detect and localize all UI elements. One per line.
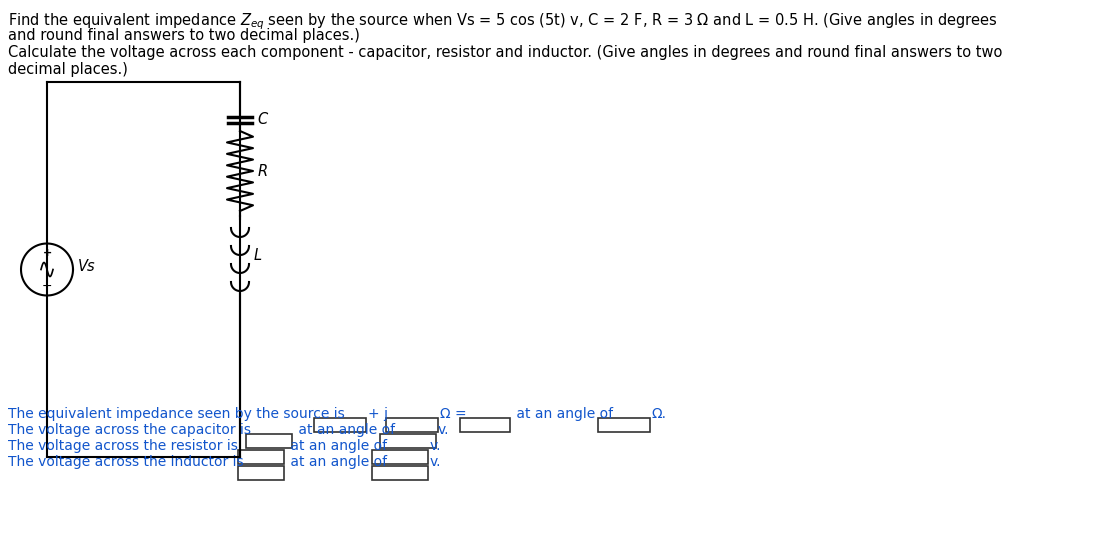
Text: R: R xyxy=(258,164,269,178)
Text: v.: v. xyxy=(438,423,450,437)
Text: decimal places.): decimal places.) xyxy=(8,62,128,77)
Bar xyxy=(314,418,366,432)
Text: L: L xyxy=(254,247,262,263)
Text: Ω =: Ω = xyxy=(440,407,467,421)
Bar xyxy=(372,466,427,480)
Text: Ω.: Ω. xyxy=(652,407,667,421)
Text: v.: v. xyxy=(430,439,442,453)
Text: The voltage across the inductor is: The voltage across the inductor is xyxy=(8,455,248,469)
Bar xyxy=(386,418,438,432)
Bar xyxy=(598,418,650,432)
Text: −: − xyxy=(41,280,53,293)
Text: Find the equivalent impedance $Z_{eq}$ seen by the source when Vs = 5 cos (5t) v: Find the equivalent impedance $Z_{eq}$ s… xyxy=(8,11,998,32)
Bar xyxy=(380,434,436,448)
Text: and round final answers to two decimal places.): and round final answers to two decimal p… xyxy=(8,28,360,43)
Text: v.: v. xyxy=(430,455,442,469)
Text: at an angle of: at an angle of xyxy=(286,439,392,453)
Text: at an angle of: at an angle of xyxy=(294,423,399,437)
Text: The equivalent impedance seen by the source is: The equivalent impedance seen by the sou… xyxy=(8,407,349,421)
Text: Calculate the voltage across each component - capacitor, resistor and inductor. : Calculate the voltage across each compon… xyxy=(8,45,1003,60)
Text: at an angle of: at an angle of xyxy=(286,455,392,469)
Text: C: C xyxy=(257,112,267,126)
Bar xyxy=(246,434,292,448)
Bar xyxy=(238,466,284,480)
Text: Vs: Vs xyxy=(78,259,95,274)
Bar xyxy=(372,450,427,464)
Bar xyxy=(460,418,510,432)
Text: at an angle of: at an angle of xyxy=(513,407,618,421)
Text: The voltage across the resistor is: The voltage across the resistor is xyxy=(8,439,242,453)
Bar xyxy=(238,450,284,464)
Text: The voltage across the capacitor is: The voltage across the capacitor is xyxy=(8,423,255,437)
Text: + j: + j xyxy=(368,407,388,421)
Text: +: + xyxy=(43,248,51,259)
